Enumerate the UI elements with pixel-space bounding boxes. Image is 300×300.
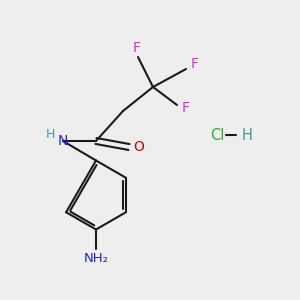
Text: O: O [133, 140, 144, 154]
Text: H: H [242, 128, 252, 142]
Text: F: F [182, 101, 190, 115]
Text: N: N [58, 134, 68, 148]
Text: H: H [46, 128, 55, 141]
Text: Cl: Cl [210, 128, 224, 142]
Text: F: F [191, 58, 199, 71]
Text: F: F [133, 41, 140, 55]
Text: NH₂: NH₂ [83, 252, 109, 265]
